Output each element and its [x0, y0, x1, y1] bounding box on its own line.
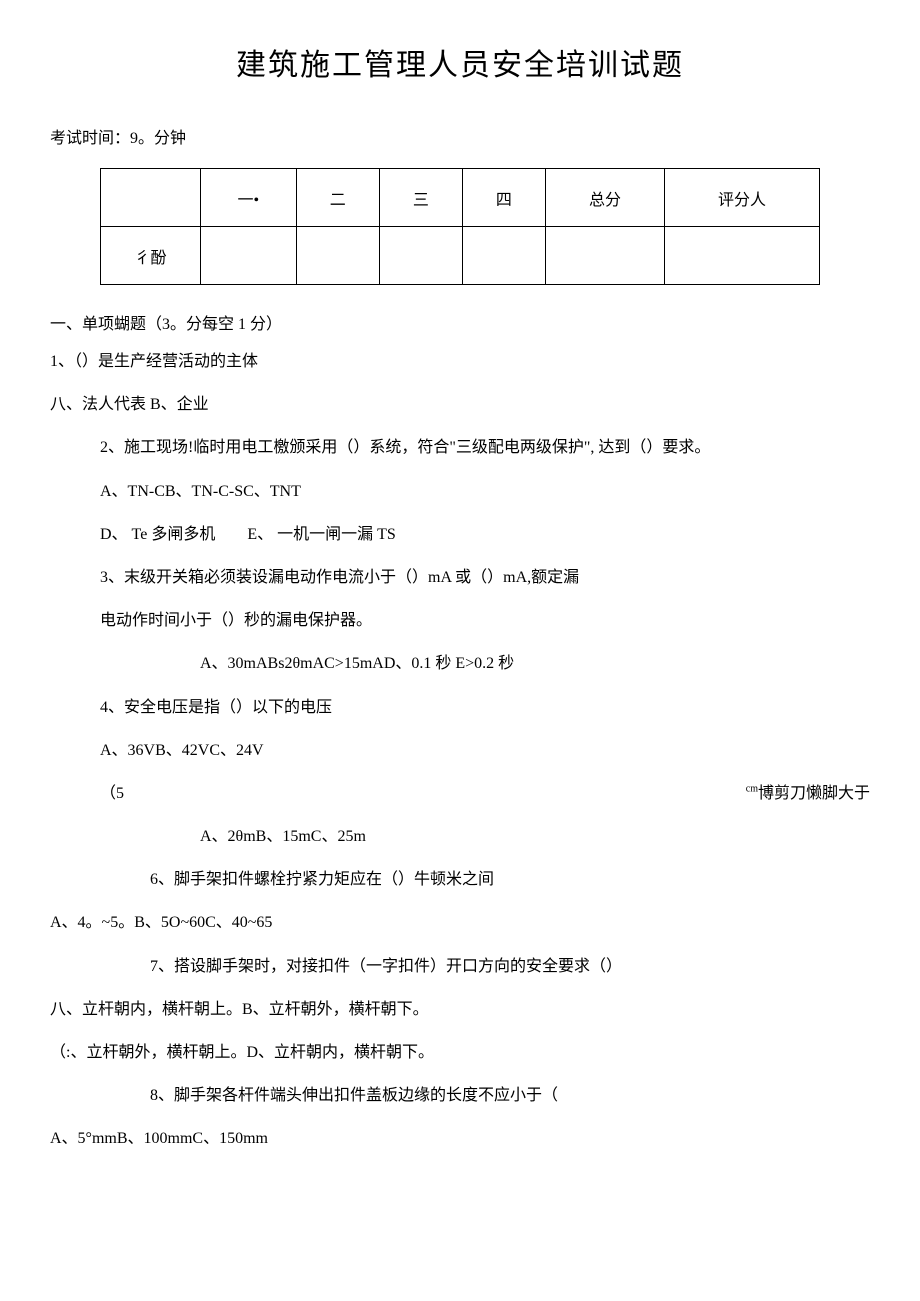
question-2: 2、施工现场!临时用电工檄颁采用（）系统，符合"三级配电两级保护", 达到（）要…	[50, 430, 870, 465]
question-5-options: A、2θmB、15mC、25m	[50, 819, 870, 854]
question-2-options-b: D、 Te 多闸多机 E、 一机一闸一漏 TS	[50, 517, 870, 552]
section-heading: 一、单项蝴题（3。分每空 1 分）	[50, 310, 870, 334]
table-header-cell	[101, 169, 201, 227]
question-5: （5 cm博剪刀懒脚大于	[50, 776, 870, 811]
question-1: 1、（）是生产经营活动的主体	[50, 344, 870, 379]
question-5-right-text: 博剪刀懒脚大于	[758, 785, 870, 802]
question-8: 8、脚手架各杆件端头伸出扣件盖板边缘的长度不应小于（	[50, 1078, 870, 1113]
page-title: 建筑施工管理人员安全培训试题	[50, 40, 870, 84]
question-7: 7、搭设脚手架时，对接扣件（一字扣件）开口方向的安全要求（）	[50, 949, 870, 984]
table-row: 一• 二 三 四 总分 评分人	[101, 169, 820, 227]
question-8-options: A、5°mmB、100mmC、150mm	[50, 1121, 870, 1156]
question-7-options-a: 八、立杆朝内，横杆朝上。B、立杆朝外，横杆朝下。	[50, 992, 870, 1027]
question-3-b: 电动作时间小于（）秒的漏电保护器。	[50, 603, 870, 638]
score-cell	[665, 227, 820, 285]
table-header-cell: 一•	[201, 169, 297, 227]
score-cell	[379, 227, 462, 285]
table-header-cell: 三	[379, 169, 462, 227]
question-4: 4、安全电压是指（）以下的电压	[50, 690, 870, 725]
question-5-left: （5	[100, 776, 124, 811]
question-4-options: A、36VB、42VC、24V	[50, 733, 870, 768]
question-2-options-a: A、TN-CB、TN-C-SC、TNT	[50, 474, 870, 509]
question-1-options: 八、法人代表 B、企业	[50, 387, 870, 422]
table-header-cell: 总分	[545, 169, 664, 227]
score-cell	[201, 227, 297, 285]
question-5-right: cm博剪刀懒脚大于	[746, 776, 870, 811]
question-3-a: 3、末级开关箱必须装设漏电动作电流小于（）mA 或（）mA,额定漏	[50, 560, 870, 595]
table-row: 彳酚	[101, 227, 820, 285]
exam-time: 考试时间：9。分钟	[50, 124, 870, 148]
table-header-cell: 二	[296, 169, 379, 227]
score-label-cell: 彳酚	[101, 227, 201, 285]
table-header-cell: 评分人	[665, 169, 820, 227]
question-7-options-b: （:、立杆朝外，横杆朝上。D、立杆朝内，横杆朝下。	[50, 1035, 870, 1070]
score-cell	[545, 227, 664, 285]
cm-superscript: cm	[746, 784, 758, 795]
table-header-cell: 四	[462, 169, 545, 227]
question-6: 6、脚手架扣件螺栓拧紧力矩应在（）牛顿米之间	[50, 862, 870, 897]
score-table: 一• 二 三 四 总分 评分人 彳酚	[100, 168, 820, 285]
score-cell	[296, 227, 379, 285]
score-cell	[462, 227, 545, 285]
question-3-options: A、30mABs2θmAC>15mAD、0.1 秒 E>0.2 秒	[50, 646, 870, 681]
question-6-options: A、4。~5。B、5O~60C、40~65	[50, 905, 870, 940]
